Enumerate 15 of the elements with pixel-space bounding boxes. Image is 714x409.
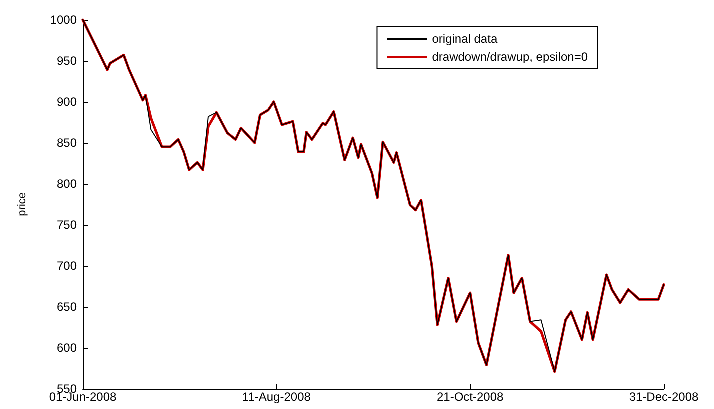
y-tick-label: 1000 bbox=[50, 13, 78, 27]
y-tick-label: 800 bbox=[56, 177, 78, 191]
legend-label: drawdown/drawup, epsilon=0 bbox=[432, 50, 588, 64]
y-tick-label: 600 bbox=[56, 341, 78, 355]
x-tick-label: 21-Oct-2008 bbox=[436, 390, 504, 404]
y-tick-label: 900 bbox=[56, 95, 78, 109]
y-tick-label: 700 bbox=[56, 259, 78, 273]
y-tick-label: 850 bbox=[56, 136, 78, 150]
y-tick-label: 750 bbox=[56, 218, 78, 232]
x-tick-label: 31-Dec-2008 bbox=[629, 390, 700, 404]
y-tick-label: 650 bbox=[56, 300, 78, 314]
y-tick-label: 950 bbox=[56, 54, 78, 68]
y-axis-title: price bbox=[16, 192, 28, 216]
x-tick-label: 11-Aug-2008 bbox=[242, 390, 312, 404]
legend-label: original data bbox=[432, 32, 498, 46]
